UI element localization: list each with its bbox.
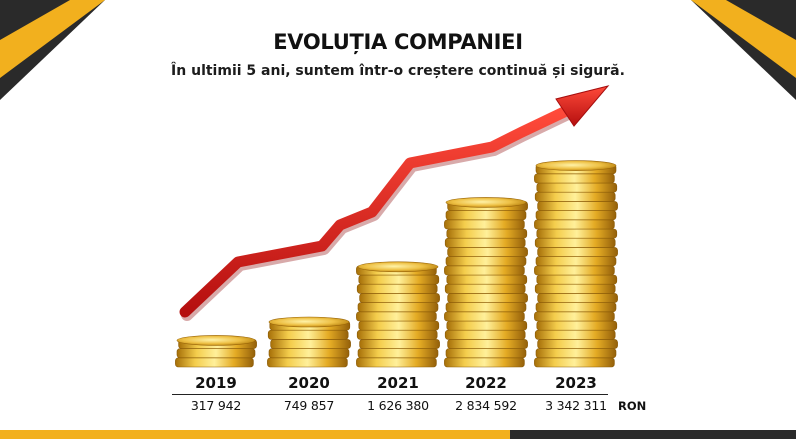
- coin-stack-2021: [356, 261, 440, 368]
- year-label-2020: 2020: [288, 374, 330, 392]
- coin-stack-2022: [444, 197, 528, 368]
- chart-title: EVOLUȚIA COMPANIEI: [273, 30, 523, 54]
- value-label-2019: 317 942: [190, 398, 242, 413]
- year-label-2021: 2021: [377, 374, 419, 392]
- unit-label: RON: [618, 399, 647, 413]
- left-corner-decoration: [0, 0, 105, 100]
- baseline: [172, 394, 608, 395]
- year-label-2022: 2022: [465, 374, 507, 392]
- coin-stack-2023: [534, 160, 618, 368]
- value-label-2023: 3 342 311: [545, 398, 607, 413]
- value-label-2022: 2 834 592: [455, 398, 517, 413]
- coin-stack-2020: [267, 316, 351, 368]
- year-label-2023: 2023: [555, 374, 597, 392]
- bottom-band-dark: [510, 430, 796, 439]
- right-corner-decoration: [691, 0, 796, 100]
- value-label-2021: 1 626 380: [367, 398, 429, 413]
- trend-arrow: [179, 85, 610, 321]
- chart-subtitle: În ultimii 5 ani, suntem într-o creștere…: [171, 63, 625, 79]
- coin-stack-2019: [175, 335, 257, 368]
- value-label-2020: 749 857: [283, 398, 335, 413]
- bottom-band-accent: [0, 430, 796, 439]
- year-label-2019: 2019: [195, 374, 237, 392]
